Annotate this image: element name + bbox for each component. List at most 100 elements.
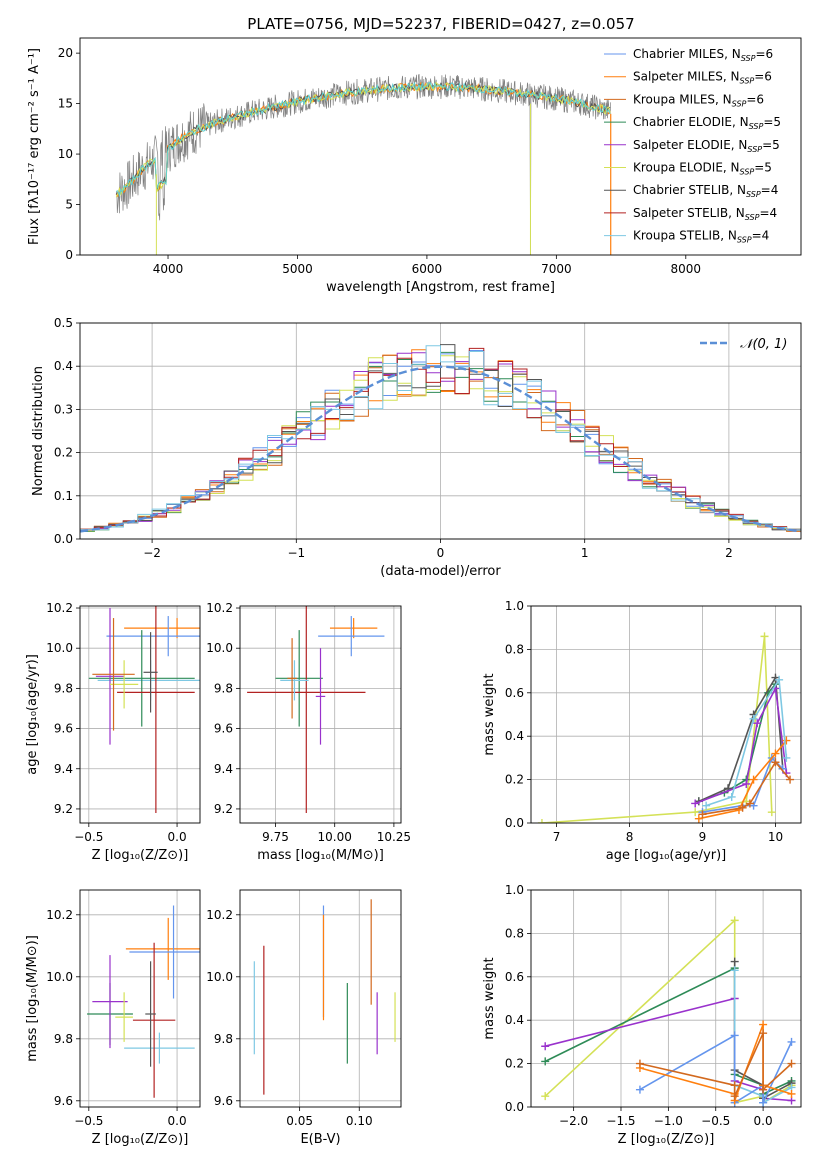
x-axis-label: (data-model)/error [380,564,501,579]
panel-Z-mass: −0.5 0.0 9.6 9.8 10.0 10.2 Z [log₁₀(Z/Z⊙)] mass… [25,889,201,1147]
weight-line-KM [639,1032,793,1097]
weight-marker-KM [745,799,754,808]
weight-marker-SM [782,736,791,745]
weight-marker-KE [767,808,776,817]
y-tick-label: 0.1 [54,489,73,503]
y-tick-label: 10 [58,147,73,161]
x-tick-label: −1.5 [606,1114,635,1128]
plot-area [88,606,200,813]
x-tick-label: 1 [581,546,589,560]
legend-label: Salpeter MILES, NSSP=6 [633,70,772,86]
weight-marker-SM [771,749,780,758]
weight-line-KM [702,760,791,816]
y-tick-label: 0.0 [505,816,524,830]
y-tick-label: 0.4 [54,359,73,373]
x-tick-label: 6000 [412,262,443,276]
weight-marker-KM [786,775,795,784]
x-tick-label: 7000 [541,262,572,276]
panel-Z-age: −0.5 0.0 9.2 9.4 9.6 9.8 10.0 10.2 Z [log₁₀(Z/Z⊙… [25,601,201,863]
y-tick-label: 9.6 [54,1094,73,1108]
weight-marker-SM [759,1020,768,1029]
plot-area [87,905,200,1098]
weight-marker-CM [730,1031,739,1040]
model-spectrum-KS [116,81,611,198]
x-axis-label: mass [log₁₀(M/M⊙)] [257,848,384,863]
weight-marker-KS [749,714,758,723]
x-tick-label: −0.5 [74,1114,103,1128]
y-tick-label: 10.2 [206,601,233,615]
x-tick-label: −2.0 [559,1114,588,1128]
x-tick-label: 10.00 [318,830,352,844]
model-spectrum-CS [115,81,611,197]
x-tick-label: 0 [437,546,445,560]
axes-frame [79,889,201,1108]
x-tick-label: −1 [287,546,305,560]
x-tick-label: 10 [768,830,783,844]
y-tick-label: 0.6 [505,686,524,700]
weight-marker-KE [760,632,769,641]
y-tick-label: 0.8 [505,642,524,656]
x-tick-label: 0.0 [168,1114,187,1128]
weight-marker-KM [730,1081,739,1090]
y-tick-label: 9.6 [214,1094,233,1108]
x-tick-label: 0.0 [168,830,187,844]
weight-marker-KE [691,808,700,817]
axes-frame [530,889,802,1108]
legend-label: Kroupa MILES, NSSP=6 [633,92,764,108]
y-tick-label: 10.0 [46,970,73,984]
y-tick-label: 9.8 [54,681,73,695]
weight-marker-KS [702,801,711,810]
weight-marker-KS [730,966,739,975]
weight-marker-KS [782,753,791,762]
x-tick-label: 0.05 [286,1114,313,1128]
weight-marker-KM [730,1092,739,1101]
weight-marker-SM [694,814,703,823]
weight-marker-KM [698,810,707,819]
x-tick-label: 0.0 [754,1114,773,1128]
y-axis-label: mass weight [482,957,497,1039]
y-tick-label: 10.2 [206,908,233,922]
y-tick-label: 0.3 [54,402,73,416]
y-tick-label: 0.2 [505,773,524,787]
y-tick-label: 0 [65,248,73,262]
y-tick-label: 0.4 [505,1013,524,1027]
legend-label: Salpeter STELIB, NSSP=4 [633,206,777,222]
axes-frame [239,605,402,824]
weight-marker-KE [537,819,546,823]
weight-marker-KE [541,1092,550,1101]
weight-marker-KM [787,1059,796,1068]
x-tick-label: −2 [143,546,161,560]
x-tick-label: 8000 [671,262,702,276]
y-tick-label: 0.6 [505,970,524,984]
y-tick-label: 9.4 [54,762,73,776]
gaussian-curve [80,365,801,533]
y-tick-label: 9.2 [54,802,73,816]
y-axis-label: mass [log₁₀(M/M⊙)] [25,935,40,1062]
x-axis-label: Z [log₁₀(Z/Z⊙)] [618,1132,715,1147]
weight-marker-SE [541,1042,550,1051]
legend-label: 𝒩(0, 1) [740,337,787,352]
y-tick-label: 0.0 [54,532,73,546]
x-tick-label: 5000 [282,262,313,276]
panel-residuals: −2 −1 0 1 2 0.0 0.1 0.2 0.3 0.4 0.5 (data-model)/er… [31,316,802,579]
legend-label: Kroupa ELODIE, NSSP=5 [633,161,772,177]
axes-frame [79,37,802,256]
legend-label: Kroupa STELIB, NSSP=4 [633,229,769,245]
y-tick-label: 0.2 [505,1057,524,1071]
y-axis-label: age [log₁₀(age/yr)] [25,654,40,775]
weight-marker-KS [727,792,736,801]
x-axis-label: wavelength [Angstrom, rest frame] [326,280,555,295]
weight-marker-KE [730,916,739,925]
y-tick-label: 10.0 [206,641,233,655]
x-axis-label: Z [log₁₀(Z/Z⊙)] [92,1132,189,1147]
panel-spectrum: 4000 5000 6000 7000 8000 0 5 10 15 20 wavelength [… [27,37,802,295]
panel-mass-age: 9.75 10.00 10.25 9.2 9.4 9.6 9.8 10.0 10.2 mass [… [206,601,411,863]
x-tick-label: 2 [725,546,733,560]
axes-frame [79,605,201,824]
y-tick-label: 15 [58,97,73,111]
weight-marker-KM [635,1059,644,1068]
weight-line-KE [541,636,773,823]
x-tick-label: −0.5 [701,1114,730,1128]
legend-label: Chabrier ELODIE, NSSP=5 [633,115,781,131]
x-tick-label: 0.10 [346,1114,373,1128]
